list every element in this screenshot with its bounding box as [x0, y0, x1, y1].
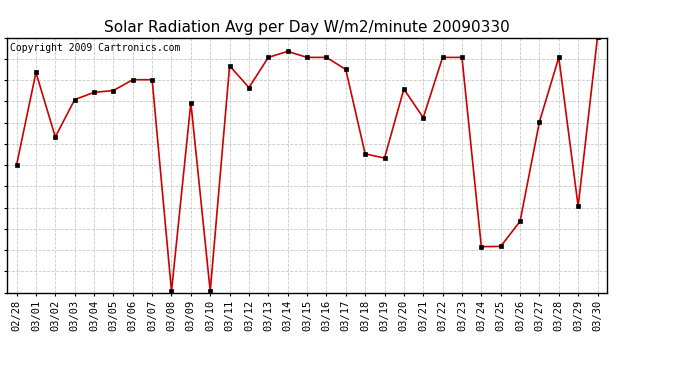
Title: Solar Radiation Avg per Day W/m2/minute 20090330: Solar Radiation Avg per Day W/m2/minute …	[104, 20, 510, 35]
Text: Copyright 2009 Cartronics.com: Copyright 2009 Cartronics.com	[10, 43, 180, 52]
